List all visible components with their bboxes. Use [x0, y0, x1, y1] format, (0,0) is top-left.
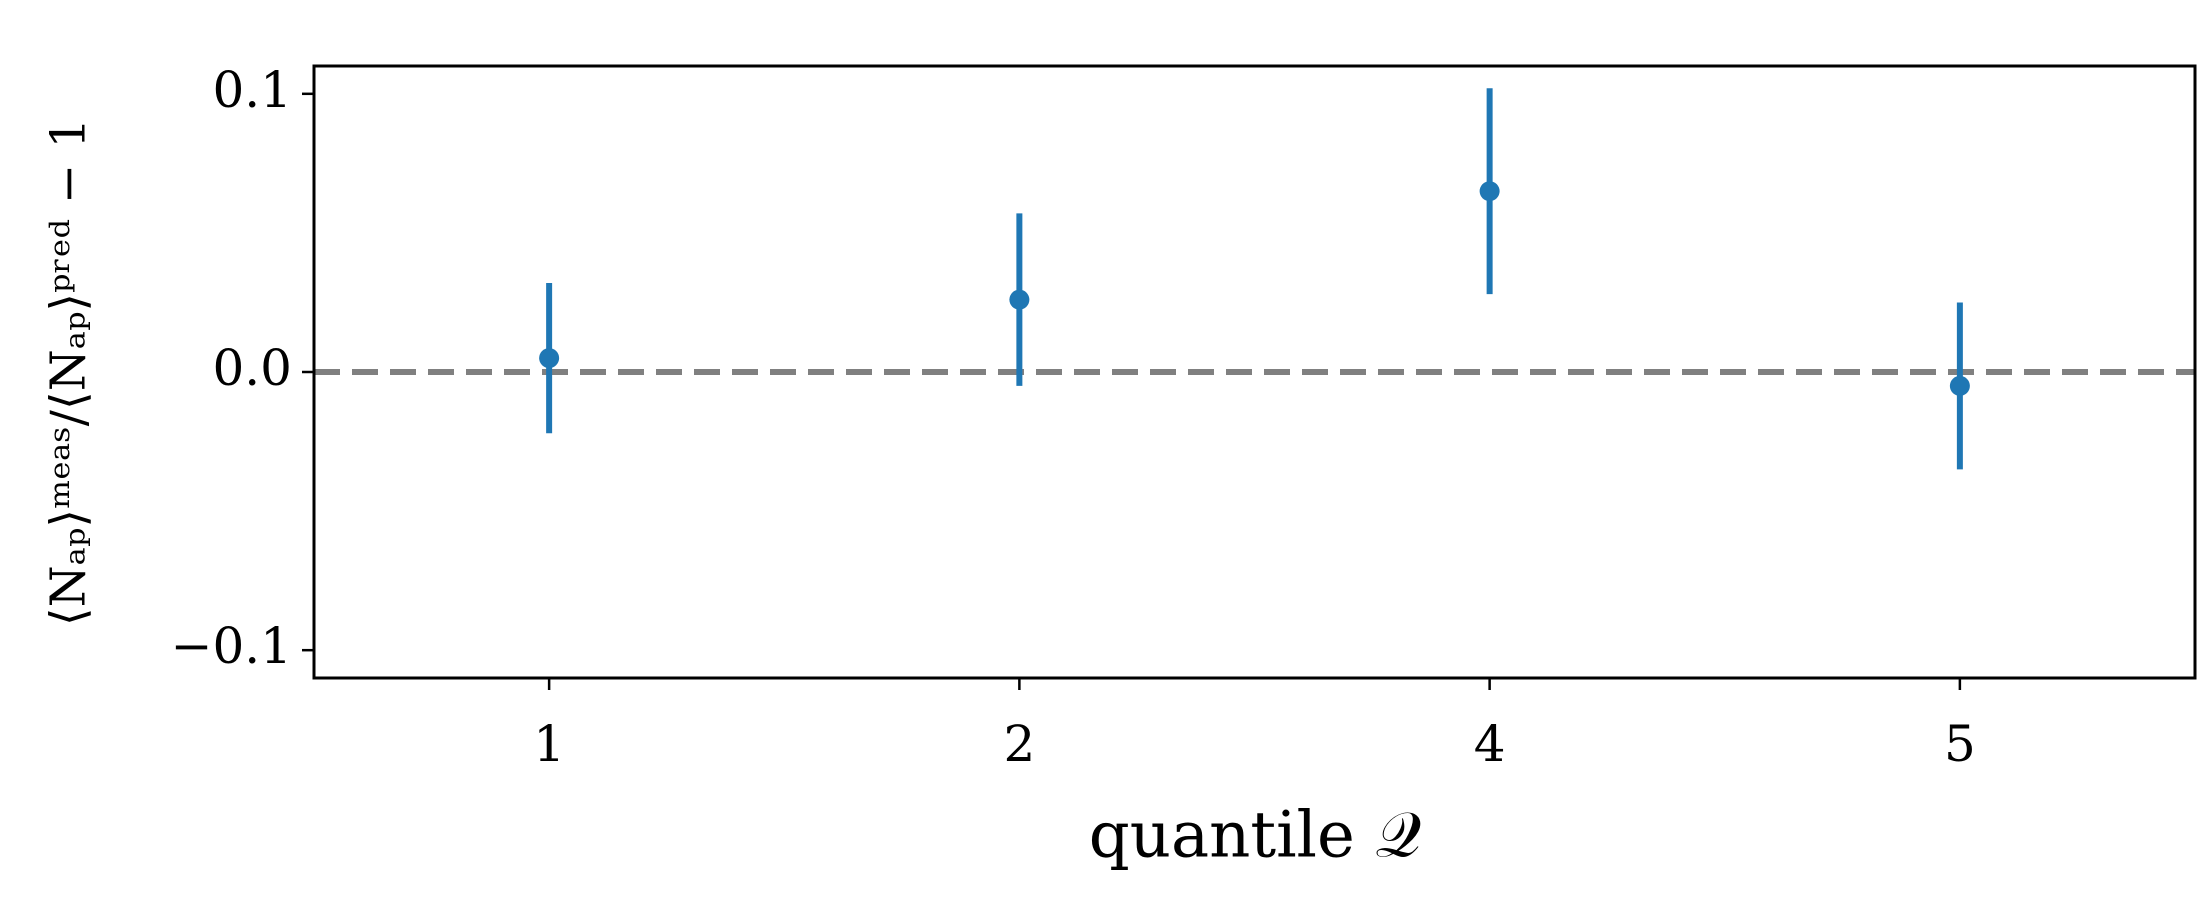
x-axis-label: quantile 𝒬 — [1089, 799, 1421, 873]
point — [1479, 181, 1500, 202]
x-tick-label: 4 — [1474, 715, 1506, 773]
y-tick-label: −0.1 — [171, 617, 292, 675]
point — [539, 348, 560, 369]
y-tick-label: 0.0 — [212, 339, 292, 397]
x-tick-label: 2 — [1003, 715, 1035, 773]
y-axis-label: ⟨Nₐₚ⟩ᵐᵉᵃˢ/⟨Nₐₚ⟩ᵖʳᵉᵈ − 1 — [41, 118, 97, 626]
x-tick-label: 1 — [533, 715, 565, 773]
point — [1949, 375, 1970, 396]
plot-frame — [312, 64, 2197, 680]
x-tick-label: 5 — [1944, 715, 1976, 773]
y-tick-label: 0.1 — [212, 61, 292, 119]
point — [1009, 289, 1030, 310]
